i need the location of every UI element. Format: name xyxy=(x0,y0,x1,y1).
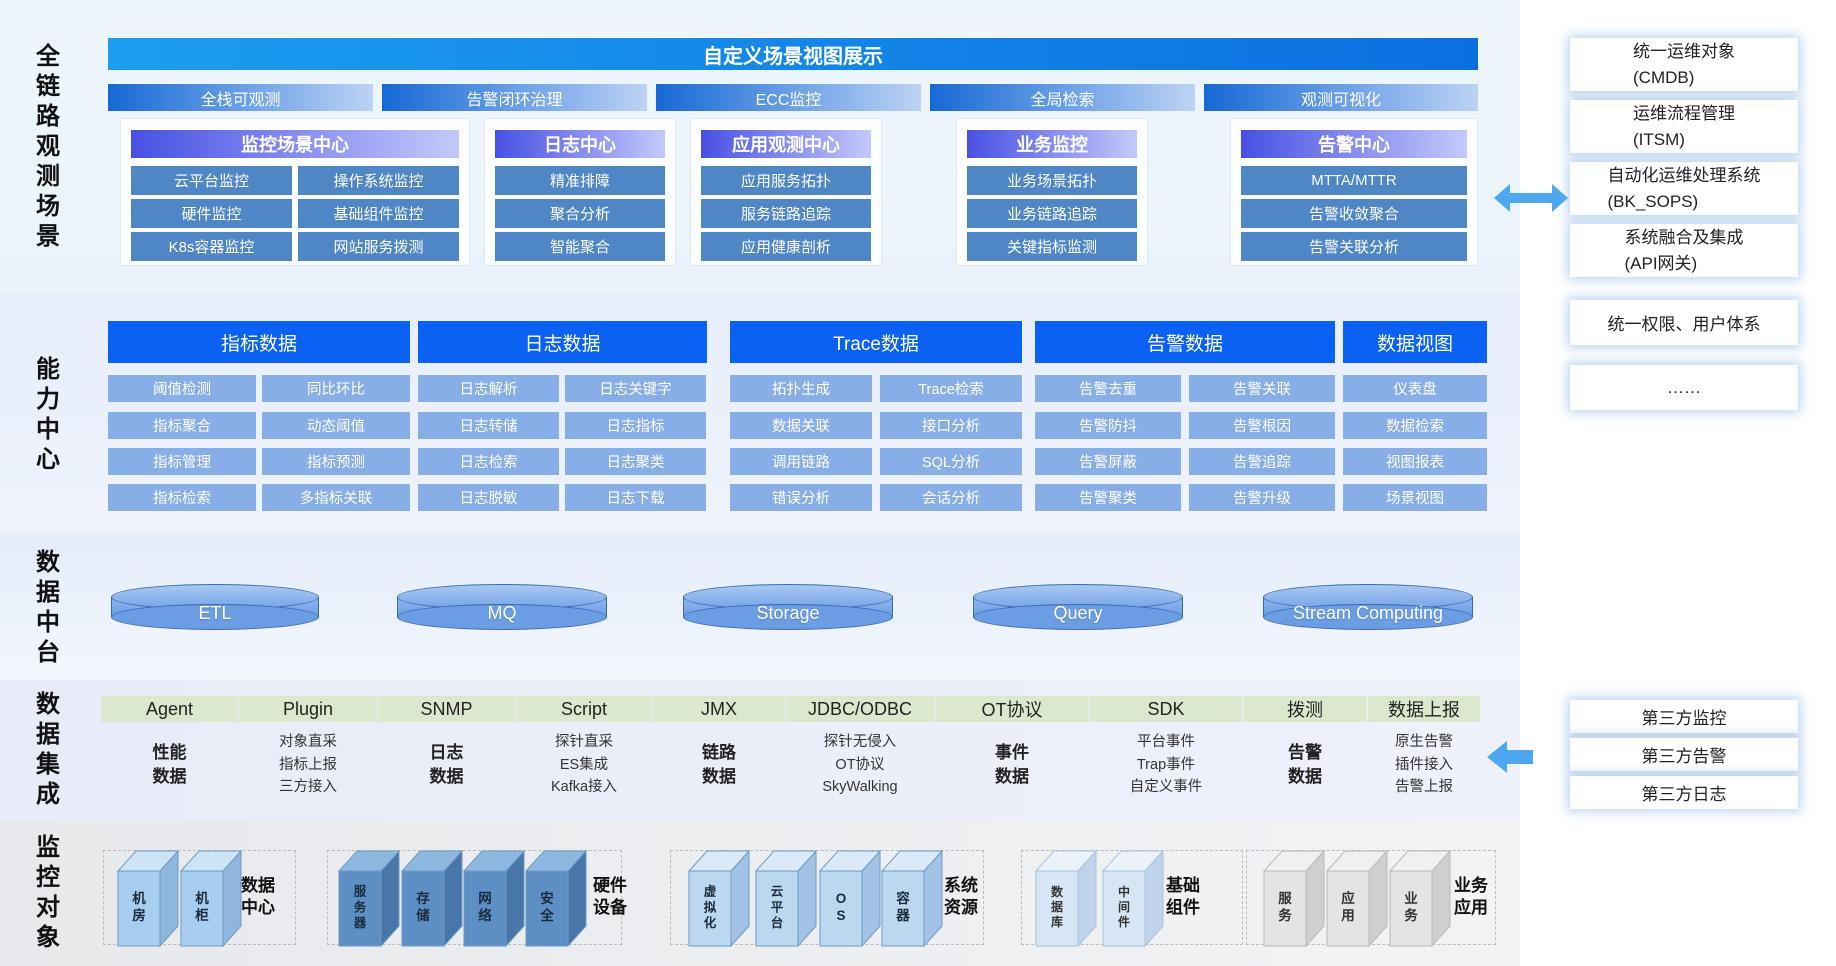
svg-text:中: 中 xyxy=(1118,884,1130,899)
svg-text:容: 容 xyxy=(895,890,910,906)
svg-text:间: 间 xyxy=(1118,899,1130,914)
svg-text:云: 云 xyxy=(771,885,784,899)
svg-text:络: 络 xyxy=(478,907,492,923)
svg-text:务: 务 xyxy=(1404,907,1418,923)
svg-text:据: 据 xyxy=(1051,899,1063,914)
svg-text:柜: 柜 xyxy=(195,907,209,923)
svg-text:平: 平 xyxy=(771,900,784,914)
svg-text:安: 安 xyxy=(540,890,554,906)
svg-text:全: 全 xyxy=(539,907,554,923)
svg-text:服: 服 xyxy=(354,884,367,899)
svg-text:拟: 拟 xyxy=(704,899,717,914)
svg-text:件: 件 xyxy=(1118,914,1130,929)
svg-text:存: 存 xyxy=(416,890,430,906)
svg-text:台: 台 xyxy=(771,915,784,930)
svg-text:服: 服 xyxy=(1278,891,1292,906)
svg-text:用: 用 xyxy=(1341,908,1355,923)
svg-text:O: O xyxy=(836,891,847,906)
svg-text:务: 务 xyxy=(354,899,367,914)
svg-text:S: S xyxy=(836,908,845,923)
svg-text:器: 器 xyxy=(895,908,910,923)
svg-text:业: 业 xyxy=(1404,891,1418,906)
svg-text:房: 房 xyxy=(132,907,146,923)
svg-text:网: 网 xyxy=(478,891,492,906)
svg-text:数: 数 xyxy=(1051,884,1064,899)
svg-text:机: 机 xyxy=(195,890,209,906)
svg-text:虚: 虚 xyxy=(704,884,717,899)
svg-text:储: 储 xyxy=(415,907,430,923)
svg-text:器: 器 xyxy=(353,916,367,930)
svg-text:应: 应 xyxy=(1341,890,1355,906)
svg-text:机: 机 xyxy=(132,890,146,906)
svg-text:务: 务 xyxy=(1278,907,1292,923)
svg-text:库: 库 xyxy=(1051,914,1063,929)
svg-text:化: 化 xyxy=(704,915,717,930)
